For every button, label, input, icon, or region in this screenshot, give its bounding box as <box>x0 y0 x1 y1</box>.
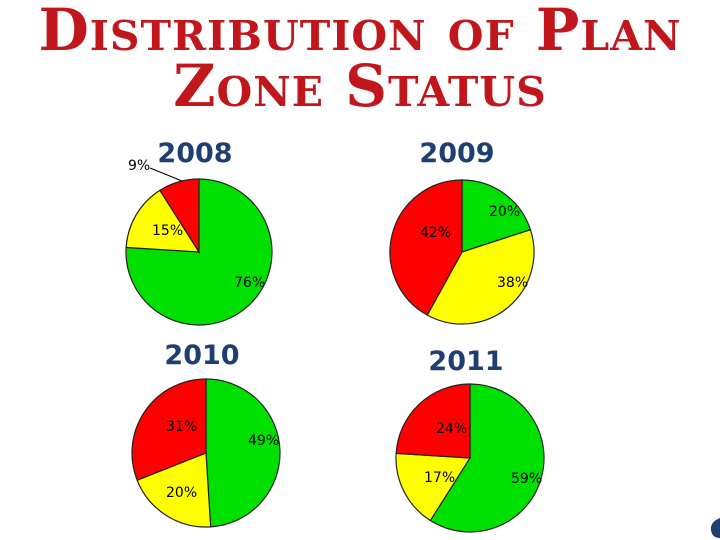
slice-label-yellow: 17% <box>424 470 455 486</box>
pie-slice-red <box>159 178 200 255</box>
slice-label-red: 9% <box>128 158 150 174</box>
slice-label-red: 31% <box>166 419 197 435</box>
pie-slice-green <box>429 383 545 533</box>
page-title-line2: Zone Status <box>173 52 547 120</box>
pie-chart-2010: 2010 49% 20% 31% <box>131 340 281 528</box>
pie-slice-yellow <box>125 189 201 253</box>
leader-line <box>149 167 183 182</box>
pie-slice-red <box>131 378 207 482</box>
pie-chart-2008: 2008 76% 15% 9% <box>125 138 273 326</box>
pie-slice-yellow <box>426 228 535 325</box>
slice-label-yellow: 20% <box>166 485 197 501</box>
slice-label-green: 20% <box>489 204 520 220</box>
pie-slice-green <box>205 378 281 528</box>
pie-slice-red <box>389 179 463 316</box>
pie-title: 2011 <box>428 346 503 377</box>
slice-label-green: 76% <box>234 275 265 291</box>
slice-label-yellow: 15% <box>152 223 183 239</box>
page-title-line1: Distribution of Plan <box>38 0 682 64</box>
slice-label-yellow: 38% <box>497 275 528 291</box>
pie-chart-2009: 2009 20% 38% 42% <box>389 138 535 325</box>
slice-label-red: 42% <box>420 225 451 241</box>
slice-label-red: 24% <box>436 421 467 437</box>
pie-title: 2009 <box>419 138 494 169</box>
pie-slice-green <box>461 179 532 253</box>
slice-label-green: 59% <box>511 471 542 487</box>
pie-slice-yellow <box>395 452 472 522</box>
pie-slice-yellow <box>136 452 212 528</box>
pie-title: 2008 <box>157 138 232 169</box>
slice-label-green: 49% <box>248 433 279 449</box>
pie-slice-red <box>395 383 471 459</box>
pie-chart-2011: 2011 59% 17% 24% <box>395 346 545 533</box>
pie-title: 2010 <box>164 340 239 371</box>
logo-fragment-icon <box>710 518 720 538</box>
